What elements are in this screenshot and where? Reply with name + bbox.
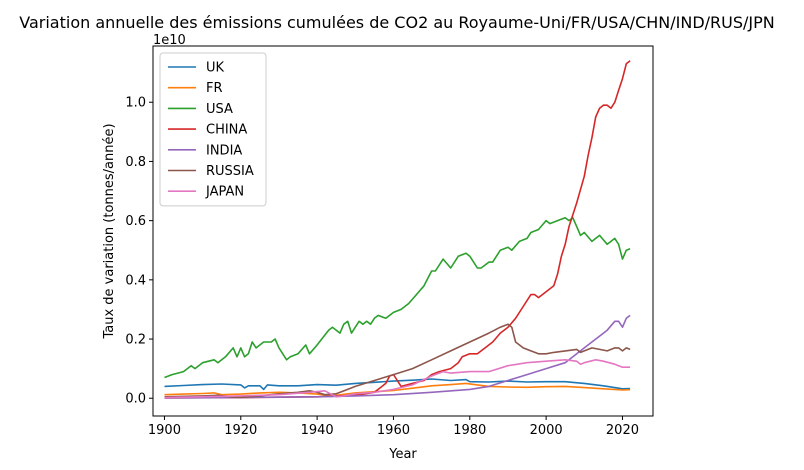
plot-area: [164, 60, 631, 399]
y-tick-label: 0.4: [125, 273, 146, 288]
y-axis-label: Taux de variation (tonnes/année): [102, 123, 117, 339]
series-line-india: [164, 314, 631, 399]
series-line-usa: [164, 216, 631, 379]
legend-entry-label: INDIA: [206, 143, 242, 158]
x-tick-label: 2020: [606, 423, 639, 438]
y-axis-offset-label: 1e10: [153, 33, 186, 48]
x-tick-label: 1900: [148, 423, 181, 438]
x-tick-label: 1940: [301, 423, 334, 438]
series-line-japan: [164, 359, 631, 399]
y-tick-label: 1.0: [125, 96, 146, 111]
legend-entry-label: JAPAN: [205, 185, 244, 200]
series-line-uk: [164, 378, 631, 391]
legend: UK FR USA CHINA INDIA RUSSIA JAPAN: [159, 52, 267, 207]
x-axis-label: Year: [388, 447, 417, 462]
y-tick-label: 0.0: [125, 392, 146, 407]
series-line-china: [164, 60, 631, 399]
x-tick-label: 1980: [453, 423, 486, 438]
plot-frame: [152, 45, 654, 417]
x-tick-label: 1960: [377, 423, 410, 438]
x-axis-ticks: 1900 1920 1940 1960 1980 2000 2020: [148, 416, 639, 438]
legend-entry-label: FR: [206, 81, 223, 96]
legend-box: [159, 52, 267, 207]
chart-title: Variation annuelle des émissions cumulée…: [19, 13, 774, 32]
x-tick-label: 1920: [224, 423, 257, 438]
legend-entry-label: CHINA: [206, 123, 247, 138]
series-line-russia: [164, 323, 631, 399]
x-tick-label: 2000: [530, 423, 563, 438]
y-axis-ticks: 0.0 0.2 0.4 0.6 0.8 1.0: [125, 96, 153, 407]
legend-entry-label: RUSSIA: [206, 164, 254, 179]
y-tick-label: 0.2: [125, 333, 146, 348]
legend-entry-label: USA: [206, 102, 233, 117]
y-tick-label: 0.6: [125, 214, 146, 229]
y-tick-label: 0.8: [125, 155, 146, 170]
legend-entry-label: UK: [206, 61, 225, 76]
